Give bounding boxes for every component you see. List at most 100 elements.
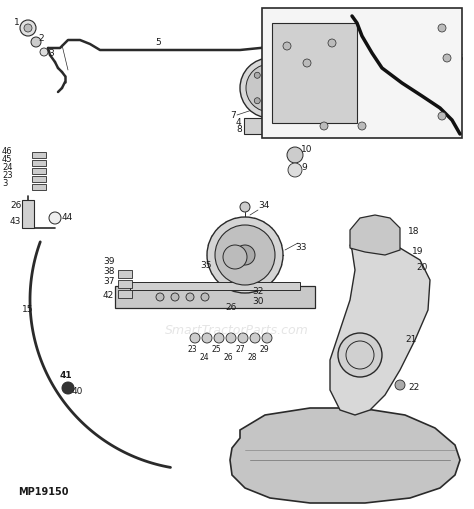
Text: 4: 4 (236, 118, 242, 127)
Bar (272, 23, 357, 123)
Text: 46: 46 (2, 148, 13, 156)
Circle shape (280, 98, 286, 104)
Text: 6: 6 (260, 43, 266, 52)
Bar (22, 200, 34, 228)
Text: MP19150: MP19150 (18, 487, 69, 497)
Text: 40: 40 (72, 387, 83, 397)
Circle shape (201, 293, 209, 301)
Circle shape (240, 58, 300, 118)
Text: 5: 5 (338, 39, 343, 47)
Circle shape (202, 333, 212, 343)
Text: 28: 28 (247, 353, 257, 362)
Circle shape (186, 293, 194, 301)
Bar (130, 282, 300, 290)
Circle shape (226, 333, 236, 343)
Circle shape (31, 37, 41, 47)
Circle shape (246, 64, 294, 112)
Circle shape (395, 380, 405, 390)
Text: 45: 45 (2, 156, 12, 164)
Bar (118, 290, 132, 298)
Circle shape (171, 293, 179, 301)
Bar (244, 118, 280, 134)
Text: 22: 22 (408, 383, 419, 392)
Circle shape (240, 202, 250, 212)
Text: 15: 15 (22, 305, 34, 315)
Text: 14: 14 (448, 111, 458, 121)
Text: 5: 5 (155, 38, 161, 46)
Circle shape (303, 59, 311, 67)
Circle shape (62, 382, 74, 394)
Text: 2: 2 (38, 34, 44, 42)
Circle shape (280, 72, 286, 78)
Circle shape (215, 225, 275, 285)
Text: 35: 35 (200, 261, 211, 269)
Circle shape (254, 72, 260, 78)
Circle shape (287, 147, 303, 163)
Polygon shape (350, 215, 400, 255)
Text: 42: 42 (103, 291, 114, 299)
Text: SmartTractorParts.com: SmartTractorParts.com (165, 324, 309, 336)
Circle shape (24, 24, 32, 32)
Text: 30: 30 (252, 297, 264, 306)
Text: 7: 7 (230, 110, 236, 120)
Circle shape (338, 333, 382, 377)
Bar (118, 280, 132, 288)
Bar (32, 152, 46, 158)
Text: 26: 26 (225, 303, 237, 313)
Bar (32, 160, 46, 166)
Text: 26: 26 (223, 353, 233, 362)
Circle shape (190, 333, 200, 343)
Text: 25: 25 (211, 346, 221, 354)
Circle shape (283, 42, 291, 50)
Bar (32, 184, 46, 190)
Circle shape (207, 217, 283, 293)
Text: 26: 26 (10, 202, 21, 211)
Circle shape (49, 212, 61, 224)
Text: 23: 23 (2, 172, 13, 181)
Circle shape (235, 245, 255, 265)
Text: 15: 15 (453, 53, 464, 63)
Circle shape (443, 54, 451, 62)
Circle shape (262, 333, 272, 343)
Bar (262, 8, 462, 138)
Text: 15: 15 (447, 43, 457, 52)
Circle shape (320, 122, 328, 130)
Bar (118, 270, 132, 278)
Circle shape (238, 333, 248, 343)
Text: 37: 37 (103, 277, 115, 287)
Text: 27: 27 (235, 346, 245, 354)
Text: 16: 16 (330, 122, 341, 130)
Circle shape (288, 163, 302, 177)
Circle shape (214, 333, 224, 343)
Text: 24: 24 (2, 163, 12, 173)
Text: 32: 32 (252, 288, 264, 297)
Text: 44: 44 (62, 213, 73, 222)
Text: 39: 39 (103, 258, 115, 267)
Text: 14: 14 (448, 23, 458, 33)
Text: 43: 43 (10, 217, 21, 227)
Circle shape (254, 98, 260, 104)
Text: 8: 8 (236, 126, 242, 134)
Text: 23: 23 (187, 346, 197, 354)
Text: 38: 38 (103, 268, 115, 276)
Text: 1: 1 (14, 17, 20, 26)
Circle shape (40, 48, 48, 56)
Circle shape (250, 333, 260, 343)
Bar (115, 286, 315, 308)
Circle shape (20, 20, 36, 36)
Text: 34: 34 (258, 201, 269, 210)
Text: 13: 13 (313, 59, 324, 68)
Circle shape (438, 112, 446, 120)
Circle shape (328, 39, 336, 47)
Text: 41: 41 (60, 372, 73, 381)
Text: 10: 10 (301, 146, 312, 155)
Bar (32, 168, 46, 174)
Text: 33: 33 (295, 243, 307, 252)
Text: 20: 20 (416, 264, 428, 272)
Circle shape (266, 49, 274, 57)
Circle shape (438, 24, 446, 32)
Circle shape (156, 293, 164, 301)
Text: 12: 12 (293, 42, 303, 50)
Text: 9: 9 (301, 163, 307, 173)
Text: 18: 18 (408, 228, 419, 237)
